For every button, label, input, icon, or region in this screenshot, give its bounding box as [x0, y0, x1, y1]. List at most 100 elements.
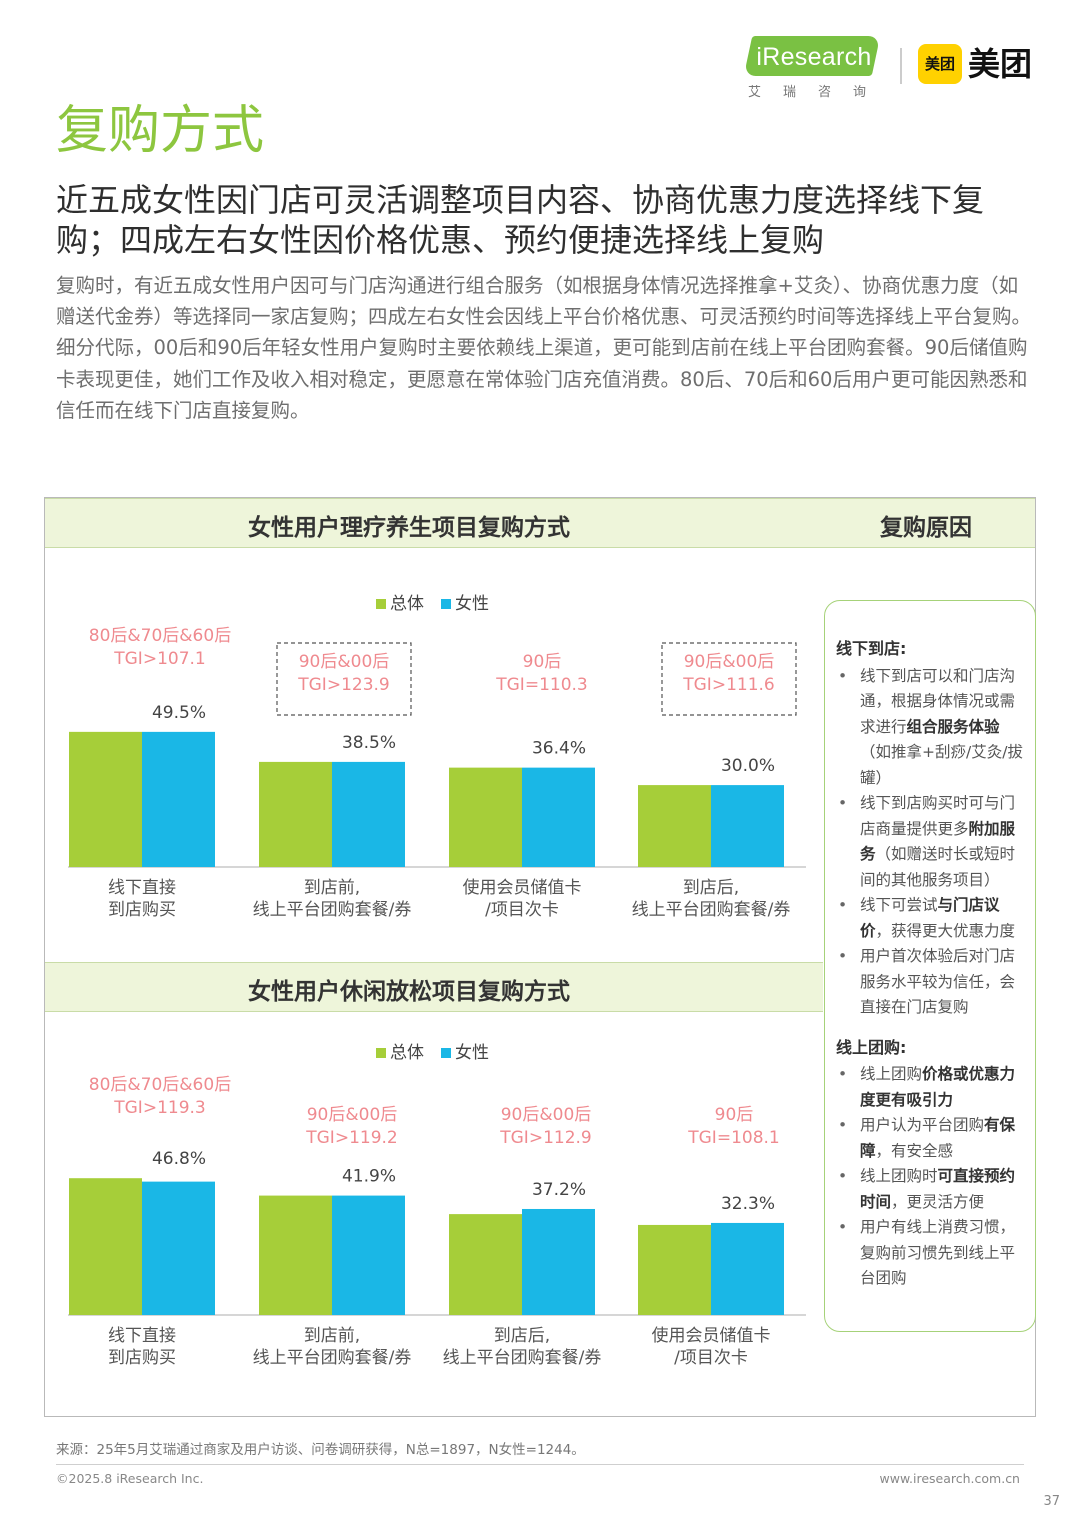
category-label: /项目次卡: [674, 1348, 748, 1368]
tgi-group-label: 90后&00后: [684, 652, 775, 672]
data-label: 30.0%: [721, 756, 775, 776]
bar-overall: [259, 761, 332, 867]
side-panel-content: 线下到店: 线下到店可以和门店沟通，根据身体情况或需求进行组合服务体验 （如推拿+…: [836, 636, 1030, 1306]
reason-text: 线上团购时: [860, 1167, 938, 1185]
headline: 近五成女性因门店可灵活调整项目内容、协商优惠力度选择线下复购；四成左右女性因价格…: [56, 181, 985, 259]
tgi-group-label: 90后&00后: [299, 652, 390, 672]
reason-text: ，有安全感: [875, 1141, 954, 1160]
online-reason-item: 用户有线上消费习惯，复购前习惯先到线上平台团购: [836, 1215, 1030, 1292]
online-reason-item: 线上团购价格或优惠力度更有吸引力: [836, 1062, 1030, 1113]
reason-text: 线下到店购买时可与门店商量提供更多: [860, 794, 1016, 838]
bar-female: [522, 767, 595, 867]
bar-overall: [449, 1214, 522, 1315]
category-label: 使用会员储值卡: [652, 1325, 771, 1346]
data-label: 41.9%: [342, 1167, 396, 1187]
tgi-value-label: TGI>112.9: [499, 1128, 591, 1148]
offline-reason-item: 线下到店购买时可与门店商量提供更多附加服务（如赠送时长或短时间的其他服务项目）: [836, 791, 1030, 893]
bar-female: [332, 761, 405, 867]
data-label: 36.4%: [532, 739, 586, 759]
bar-overall: [259, 1195, 332, 1315]
tgi-group-label: 90后&00后: [307, 1105, 398, 1125]
tgi-highlight-box: [661, 642, 797, 716]
reason-text: 用户首次体验后对门店服务水平较为信任，会直接在门店复购: [860, 947, 1016, 1016]
tgi-value-label: TGI=110.3: [495, 675, 587, 695]
legend-swatch-overall: [376, 1048, 386, 1058]
bar-female: [711, 1222, 784, 1315]
meituan-logo-badge: 美团: [918, 44, 962, 84]
bar-overall: [638, 785, 711, 867]
legend-label: 总体: [390, 594, 424, 614]
chart1-header-band: [45, 498, 1035, 548]
bar-female: [711, 785, 784, 867]
category-label: 使用会员储值卡: [463, 877, 582, 898]
reason-text: ，更灵活方便: [891, 1192, 985, 1211]
bar-overall: [449, 767, 522, 867]
tgi-value-label: TGI=108.1: [687, 1128, 779, 1148]
online-reasons-heading: 线上团购:: [836, 1037, 907, 1057]
emphasis-text: 价格或优惠力度更有吸引力: [860, 1065, 1016, 1109]
category-label: 到店前,: [304, 878, 360, 898]
bar-overall: [638, 1224, 711, 1315]
category-label: 到店前,: [304, 1326, 360, 1346]
category-label: 线上平台团购套餐/券: [443, 1348, 602, 1368]
reason-text: 用户有线上消费习惯，复购前习惯先到线上平台团购: [860, 1218, 1016, 1287]
summary: 复购时，有近五成女性用户因可与门店沟通进行组合服务（如根据身体情况选择推拿+艾灸…: [56, 270, 1036, 426]
tgi-value-label: TGI>119.2: [305, 1128, 397, 1148]
emphasis-text: 组合服务体验: [906, 717, 1000, 736]
data-label: 37.2%: [532, 1180, 586, 1200]
bar-female: [142, 1181, 215, 1315]
data-label: 32.3%: [721, 1194, 775, 1214]
summary-paragraph: 细分代际，00后和90后年轻女性用户复购时主要依赖线上渠道，更可能到店前在线上平…: [56, 336, 1028, 422]
category-label: 线下直接: [108, 878, 176, 898]
category-label: 线下直接: [108, 1326, 176, 1346]
tgi-value-label: TGI>119.3: [113, 1098, 205, 1118]
reason-text: （如推拿+刮痧/艾灸/拔罐）: [860, 743, 1023, 787]
reason-text: 用户认为平台团购: [860, 1116, 985, 1134]
tgi-highlight-box: [276, 642, 412, 716]
chart2-title: 女性用户休闲放松项目复购方式: [248, 979, 570, 1005]
data-label: 38.5%: [342, 733, 396, 753]
summary-paragraph: 复购时，有近五成女性用户因可与门店沟通进行组合服务（如根据身体情况选择推拿+艾灸…: [56, 274, 1032, 329]
offline-reason-item: 线下可尝试与门店议价，获得更大优惠力度: [836, 893, 1030, 944]
legend-label: 总体: [390, 1043, 424, 1063]
category-label: 到店购买: [108, 900, 176, 920]
category-label: 线上平台团购套餐/券: [632, 900, 791, 920]
tgi-group-label: 90后: [523, 652, 562, 672]
online-reason-item: 线上团购时可直接预约时间，更灵活方便: [836, 1164, 1030, 1215]
bar-overall: [69, 731, 142, 867]
legend-swatch-overall: [376, 599, 386, 609]
side-panel-title: 复购原因: [880, 515, 972, 541]
emphasis-text: 有保障: [860, 1116, 1016, 1160]
legend-swatch-female: [441, 1048, 451, 1058]
footer-divider: [56, 1464, 1024, 1465]
offline-reason-item: 线下到店可以和门店沟通，根据身体情况或需求进行组合服务体验 （如推拿+刮痧/艾灸/…: [836, 664, 1030, 792]
emphasis-text: 可直接预约时间: [860, 1167, 1016, 1211]
data-label: 46.8%: [152, 1149, 206, 1169]
offline-reason-item: 用户首次体验后对门店服务水平较为信任，会直接在门店复购: [836, 944, 1030, 1021]
source-note: 来源：25年5月艾瑞通过商家及用户访谈、问卷调研获得，N总=1897，N女性=1…: [56, 1442, 585, 1458]
reason-text: 线下可尝试: [860, 896, 938, 914]
page-number: 37: [1043, 1494, 1060, 1509]
copyright: ©2025.8 iResearch Inc.: [56, 1471, 204, 1486]
reason-text: 线上团购: [860, 1065, 923, 1083]
online-reasons-list: 线上团购价格或优惠力度更有吸引力用户认为平台团购有保障，有安全感线上团购时可直接…: [836, 1062, 1030, 1292]
page-title: 复购方式: [56, 101, 265, 161]
bar-female: [522, 1208, 595, 1315]
legend-swatch-female: [441, 599, 451, 609]
reason-text: 线下到店可以和门店沟通，根据身体情况或需求进行: [860, 666, 1016, 736]
tgi-value-label: TGI>111.6: [682, 675, 774, 695]
online-reason-item: 用户认为平台团购有保障，有安全感: [836, 1113, 1030, 1164]
category-label: 到店后,: [494, 1326, 550, 1346]
emphasis-text: 附加服务: [860, 819, 1016, 864]
bar-female: [142, 731, 215, 867]
legend-label: 女性: [455, 594, 489, 614]
iresearch-logo-subtitle: 艾瑞咨询: [748, 85, 889, 100]
iresearch-logo: iResearch: [756, 43, 872, 71]
tgi-value-label: TGI>107.1: [113, 649, 205, 669]
bar-overall: [69, 1178, 142, 1315]
logo-divider: [900, 48, 902, 84]
category-label: 到店后,: [683, 878, 739, 898]
category-label: 线上平台团购套餐/券: [253, 900, 412, 920]
